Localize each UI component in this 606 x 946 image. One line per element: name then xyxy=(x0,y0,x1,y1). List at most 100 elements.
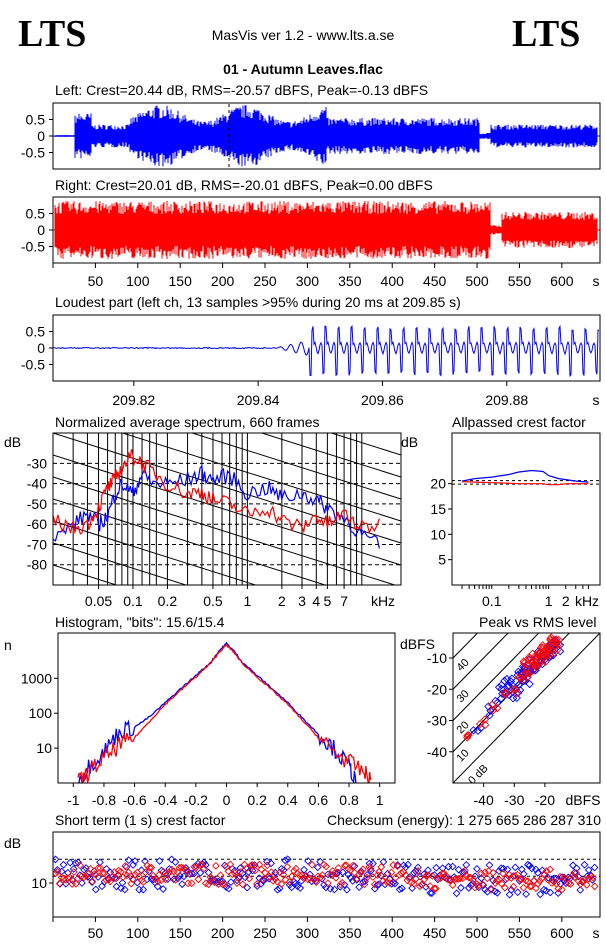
peak-rms-ytick-label: -10 xyxy=(427,650,447,666)
short-term-right-point xyxy=(212,861,220,870)
peak-rms-right-point xyxy=(553,645,563,654)
right-channel-ytick-label: 0 xyxy=(37,222,45,238)
short-term-left-point xyxy=(279,866,288,875)
peak-rms-right-point xyxy=(531,660,541,670)
short-term-right-point xyxy=(420,875,429,884)
right-channel-ytick-label: -0.5 xyxy=(21,239,45,255)
short-term-left-point xyxy=(304,857,312,865)
short-term-right-point xyxy=(481,868,489,877)
short-term-right-point xyxy=(84,870,93,878)
spectrum-slope-line xyxy=(53,564,118,585)
short-term-left-point xyxy=(448,862,457,871)
spectrum-slope-line xyxy=(329,433,401,456)
short-term-left-point xyxy=(91,885,100,894)
short-term-right-point xyxy=(252,880,261,888)
short-term-left-point xyxy=(66,858,75,867)
peak-rms-ytick-label: -40 xyxy=(427,744,447,760)
short-term-left-point xyxy=(367,866,375,875)
brand-logo-right: LTS xyxy=(512,13,580,55)
short-term-right-point xyxy=(285,878,294,886)
peak-rms-right-point xyxy=(463,731,472,740)
allpass-right-line xyxy=(461,481,589,486)
short-term-xtick-label: 100 xyxy=(126,925,150,941)
short-term-right-point xyxy=(489,868,498,877)
peak-rms-right-point xyxy=(480,715,490,724)
short-term-left-point xyxy=(398,884,406,893)
short-term-right-point xyxy=(589,873,597,882)
short-term-right-point xyxy=(546,865,555,874)
short-term-right-point xyxy=(259,875,267,884)
checksum-text: Checksum (energy): 1 275 665 286 287 310 xyxy=(327,812,601,828)
short-term-right-point xyxy=(230,869,239,877)
allpass-ytick-label: 10 xyxy=(430,526,446,542)
histogram-xtick-label: 0.4 xyxy=(278,792,298,808)
peak-rms-right-point xyxy=(464,730,473,740)
histogram-xtick-label: -0.6 xyxy=(123,792,147,808)
short-term-right-point xyxy=(116,867,125,876)
short-term-left-point xyxy=(143,875,151,884)
histogram-xtick-label: -1 xyxy=(67,792,80,808)
spectrum-xtick-label: 5 xyxy=(323,593,331,609)
spectrum-slope-line xyxy=(53,498,327,585)
short-term-xtick-label: 300 xyxy=(296,925,320,941)
short-term-right-point xyxy=(412,874,420,883)
short-term-left-point xyxy=(296,884,305,892)
histogram-xtick-label: 1 xyxy=(376,792,384,808)
histogram-xtick-label: 0.8 xyxy=(339,792,359,808)
short-term-xtick-label: 500 xyxy=(465,925,489,941)
peak-rms-ytick-label: -20 xyxy=(427,681,447,697)
peak-rms-right-point xyxy=(534,653,543,663)
peak-rms-right-point xyxy=(546,641,555,651)
short-term-right-point xyxy=(251,866,260,875)
short-term-right-point xyxy=(491,879,500,888)
short-term-right-point xyxy=(159,867,168,876)
short-term-right-point xyxy=(186,870,194,879)
allpass-xunit: kHz xyxy=(575,593,599,609)
short-term-right-point xyxy=(497,879,506,888)
allpass-plot xyxy=(452,469,600,486)
short-term-left-point xyxy=(267,859,275,868)
short-term-right-point xyxy=(444,875,453,884)
short-term-right-point xyxy=(65,873,74,882)
short-term-right-point xyxy=(554,884,563,893)
peak-rms-right-point xyxy=(528,649,537,658)
peak-rms-left-point xyxy=(507,674,516,683)
short-term-right-point xyxy=(94,864,102,873)
short-term-left-point xyxy=(224,884,233,893)
peak-rms-left-point xyxy=(484,702,493,711)
short-term-right-point xyxy=(578,877,587,886)
allpass-ytick-label: 20 xyxy=(430,476,446,492)
short-term-left-point xyxy=(139,885,148,894)
short-term-left-point xyxy=(590,863,599,872)
right-xtick-label: 50 xyxy=(88,273,104,289)
spectrum-slope-line xyxy=(120,433,401,522)
spectrum-xtick-label: 4 xyxy=(312,593,320,609)
short-term-right-point xyxy=(448,881,457,889)
peak-rms-right-point xyxy=(501,690,510,699)
crest-line xyxy=(453,633,540,722)
peak-rms-xunit: dBFS xyxy=(565,792,600,808)
short-term-right-point xyxy=(287,872,296,881)
short-term-right-point xyxy=(194,875,203,884)
short-term-left-point xyxy=(507,885,516,894)
histogram-xtick-label: -0.8 xyxy=(92,792,116,808)
short-term-right-point xyxy=(399,868,408,876)
short-term-right-point xyxy=(370,880,379,889)
short-term-right-point xyxy=(243,864,251,873)
spectrum-slope-line xyxy=(53,433,401,544)
short-term-right-point xyxy=(535,877,544,885)
loudest-part-title: Loudest part (left ch, 13 samples >95% d… xyxy=(55,294,461,310)
short-term-right-point xyxy=(226,860,235,869)
short-term-left-point xyxy=(118,878,127,887)
peak-rms-right-point xyxy=(536,648,545,657)
short-term-left-point xyxy=(379,857,388,866)
peak-rms-left-point xyxy=(469,726,478,735)
spectrum-ylabel: dB xyxy=(4,434,21,450)
short-term-right-point xyxy=(323,879,332,888)
short-term-left-point xyxy=(155,857,164,865)
short-term-right-point xyxy=(428,872,437,880)
peak-rms-right-point xyxy=(489,706,498,715)
short-term-left-point xyxy=(458,868,467,877)
peak-rms-left-point xyxy=(515,680,524,689)
peak-rms-title: Peak vs RMS level xyxy=(479,614,596,630)
